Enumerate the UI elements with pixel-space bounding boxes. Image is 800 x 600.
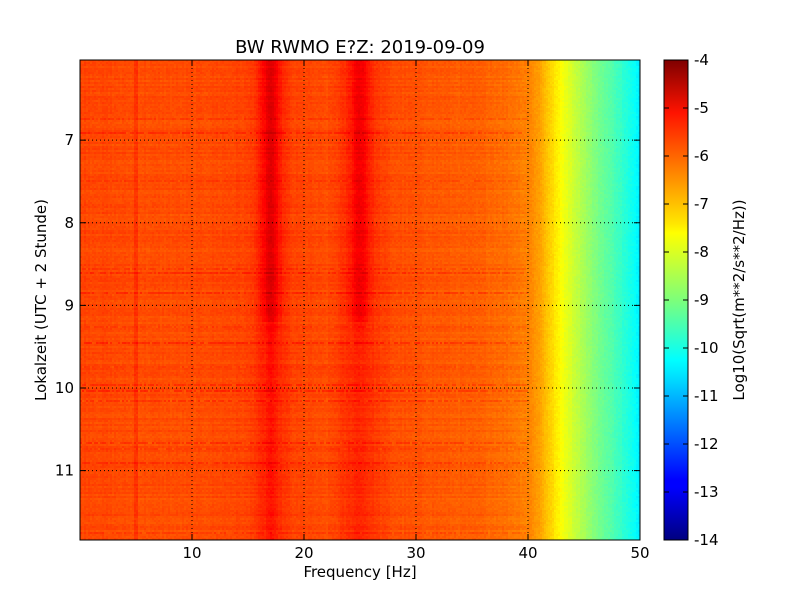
spectrogram-heatmap xyxy=(80,60,640,540)
x-tick-label: 10 xyxy=(182,544,201,562)
colorbar-tick-label: -12 xyxy=(694,435,719,453)
x-tick-label: 50 xyxy=(630,544,649,562)
colorbar-tick-label: -11 xyxy=(694,387,719,405)
y-tick-label: 9 xyxy=(64,296,74,314)
x-tick-label: 30 xyxy=(406,544,425,562)
colorbar-tick-label: -14 xyxy=(694,531,719,549)
x-tick-label: 20 xyxy=(294,544,313,562)
colorbar-tick-label: -4 xyxy=(694,51,709,69)
y-tick-label: 7 xyxy=(64,131,74,149)
plot-area: 10 20 30 40 50 7 8 9 10 11 xyxy=(55,60,650,562)
y-axis-label: Lokalzeit (UTC + 2 Stunde) xyxy=(32,199,50,401)
colorbar-tick-label: -13 xyxy=(694,483,719,501)
colorbar-tick-label: -7 xyxy=(694,195,709,213)
colorbar-tick-label: -8 xyxy=(694,243,709,261)
colorbar-tick-label: -9 xyxy=(694,291,709,309)
colorbar-label: Log10(Sqrt(m**2/s**2/Hz)) xyxy=(730,199,748,400)
colorbar: -4 -5 -6 -7 -8 -9 -10 -11 -12 -13 -14 Log10(Sqrt(m… xyxy=(664,51,748,549)
colorbar-tick-label: -5 xyxy=(694,99,709,117)
y-tick-label: 11 xyxy=(55,462,74,480)
x-tick-label: 40 xyxy=(518,544,537,562)
x-axis-label: Frequency [Hz] xyxy=(303,563,416,581)
colorbar-tick-label: -6 xyxy=(694,147,709,165)
y-tick-label: 10 xyxy=(55,379,74,397)
y-tick-label: 8 xyxy=(64,214,74,232)
chart-title: BW RWMO E?Z: 2019-09-09 xyxy=(235,37,485,58)
colorbar-tick-label: -10 xyxy=(694,339,719,357)
